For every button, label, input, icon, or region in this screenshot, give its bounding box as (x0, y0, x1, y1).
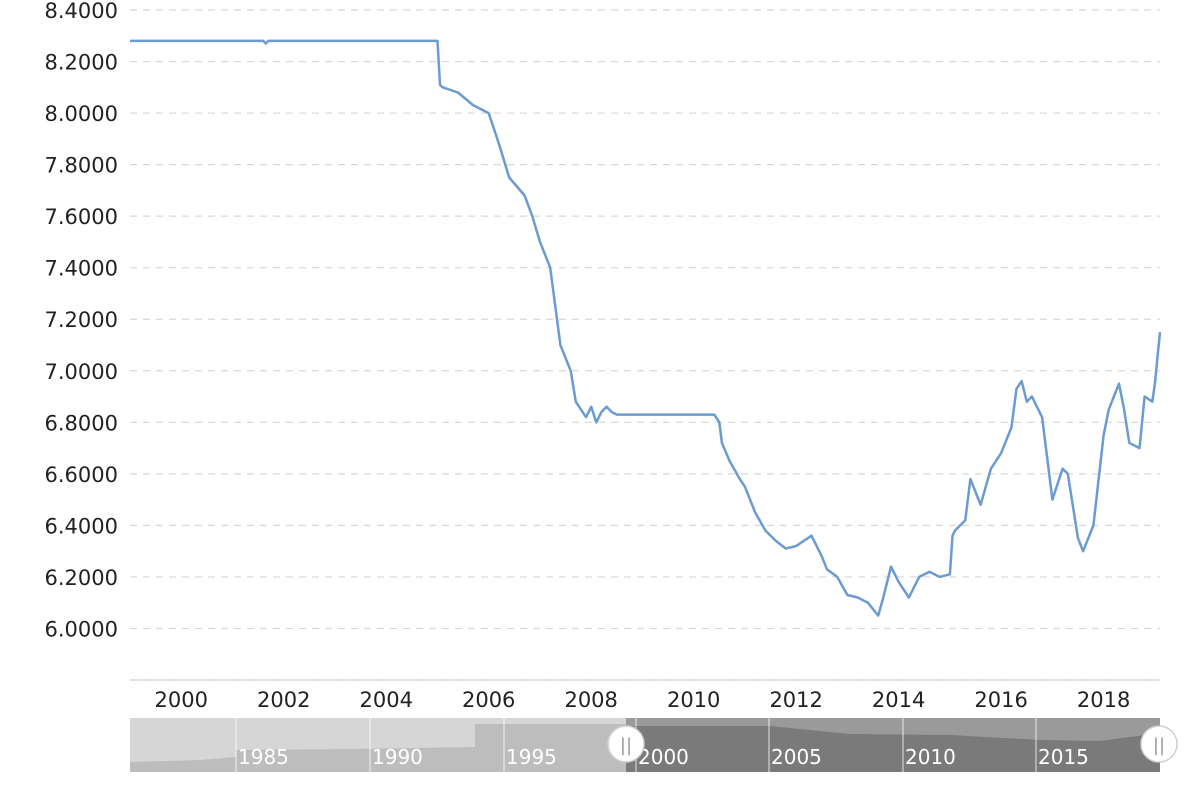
navigator-year-label: 2000 (638, 745, 689, 769)
right-handle-grip-icon: || (1153, 735, 1165, 756)
navigator-left-handle[interactable]: || (607, 725, 645, 763)
x-tick-label: 2014 (872, 688, 925, 712)
y-axis: 6.0000 6.2000 6.4000 6.6000 6.8000 7.0000 7.20… (45, 0, 118, 641)
gridlines (130, 9, 1160, 681)
y-tick-label: 6.4000 (45, 514, 118, 538)
right-handle-knob[interactable] (1140, 725, 1178, 763)
y-tick-label: 6.6000 (45, 463, 118, 487)
navigator-dividers (235, 718, 1037, 772)
y-tick-label: 7.2000 (45, 308, 118, 332)
x-tick-label: 2018 (1077, 688, 1130, 712)
navigator-year-label: 2010 (905, 745, 956, 769)
x-tick-label: 2008 (564, 688, 617, 712)
y-tick-label: 6.0000 (45, 617, 118, 641)
navigator-selected-area (626, 726, 1160, 772)
range-navigator[interactable]: 1985 1990 1995 2000 2005 2010 2015 || || (130, 718, 1178, 772)
left-handle-knob[interactable] (607, 725, 645, 763)
series-line (130, 39, 1162, 617)
navigator-year-label: 1990 (372, 745, 423, 769)
navigator-right-handle[interactable]: || (1140, 725, 1178, 763)
x-tick-label: 2002 (257, 688, 310, 712)
y-tick-label: 6.8000 (45, 411, 118, 435)
navigator-year-label: 1995 (506, 745, 557, 769)
navigator-year-label: 2015 (1038, 745, 1089, 769)
x-tick-label: 2010 (667, 688, 720, 712)
y-tick-label: 8.2000 (45, 51, 118, 75)
y-tick-label: 7.6000 (45, 205, 118, 229)
navigator-labels: 1985 1990 1995 2000 2005 2010 2015 (238, 745, 1089, 769)
navigator-history-area (130, 724, 626, 772)
x-tick-label: 2000 (155, 688, 208, 712)
left-handle-grip-icon: || (620, 735, 632, 756)
x-axis: 2000 2002 2004 2006 2008 2010 2012 2014 2016 2018 (130, 679, 1160, 712)
navigator-year-label: 1985 (238, 745, 289, 769)
y-tick-label: 7.0000 (45, 360, 118, 384)
x-tick-label: 2004 (359, 688, 412, 712)
x-tick-label: 2006 (462, 688, 515, 712)
navigator-year-label: 2005 (771, 745, 822, 769)
y-tick-label: 6.2000 (45, 566, 118, 590)
y-tick-label: 8.4000 (45, 0, 118, 23)
x-tick-label: 2016 (974, 688, 1027, 712)
y-tick-label: 7.8000 (45, 154, 118, 178)
y-tick-label: 7.4000 (45, 257, 118, 281)
y-tick-label: 8.0000 (45, 102, 118, 126)
x-tick-label: 2012 (769, 688, 822, 712)
